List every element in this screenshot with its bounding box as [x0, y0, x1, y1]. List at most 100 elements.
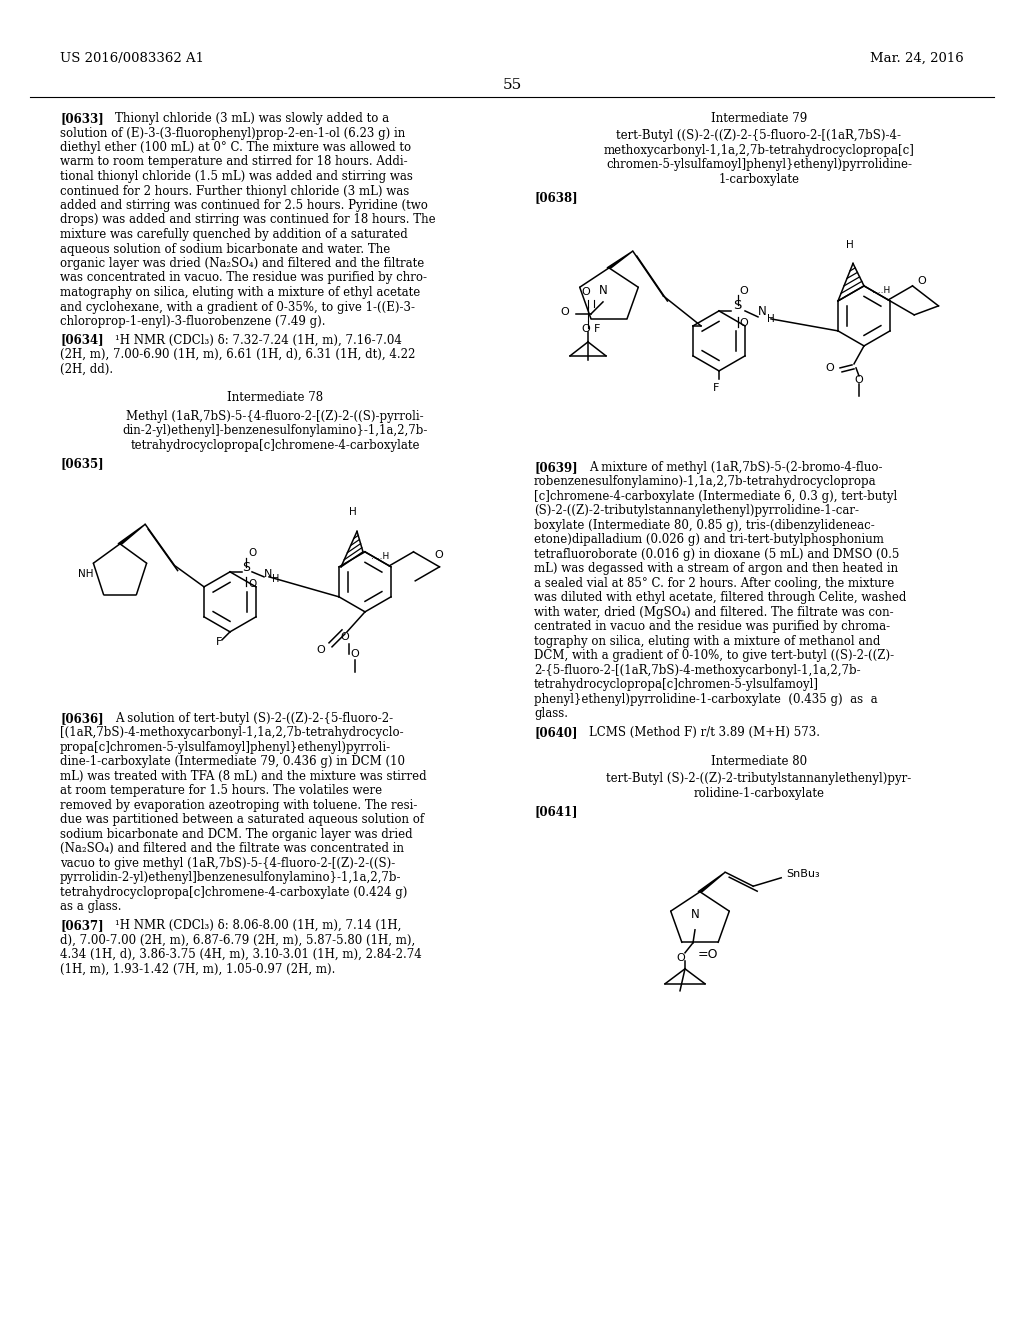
Text: sodium bicarbonate and DCM. The organic layer was dried: sodium bicarbonate and DCM. The organic … [60, 828, 413, 841]
Text: [0636]: [0636] [60, 711, 103, 725]
Text: tert-Butyl ((S)-2-((Z)-2-{5-fluoro-2-[(1aR,7bS)-4-: tert-Butyl ((S)-2-((Z)-2-{5-fluoro-2-[(1… [616, 129, 901, 143]
Text: O: O [855, 375, 863, 385]
Text: 4.34 (1H, d), 3.86-3.75 (4H, m), 3.10-3.01 (1H, m), 2.84-2.74: 4.34 (1H, d), 3.86-3.75 (4H, m), 3.10-3.… [60, 948, 422, 961]
Text: LCMS (Method F) r/t 3.89 (M+H) 573.: LCMS (Method F) r/t 3.89 (M+H) 573. [589, 726, 820, 739]
Text: O: O [918, 276, 927, 286]
Text: (2H, dd).: (2H, dd). [60, 363, 113, 375]
Text: vacuo to give methyl (1aR,7bS)-5-{4-fluoro-2-[(Z)-2-((S)-: vacuo to give methyl (1aR,7bS)-5-{4-fluo… [60, 857, 395, 870]
Text: F: F [216, 636, 222, 647]
Text: SnBu₃: SnBu₃ [786, 869, 820, 879]
Text: ¹H NMR (CDCl₃) δ: 8.06-8.00 (1H, m), 7.14 (1H,: ¹H NMR (CDCl₃) δ: 8.06-8.00 (1H, m), 7.1… [115, 919, 401, 932]
Text: chloroprop-1-enyl)-3-fluorobenzene (7.49 g).: chloroprop-1-enyl)-3-fluorobenzene (7.49… [60, 315, 326, 327]
Text: N: N [599, 284, 607, 297]
Text: tetrahydrocyclopropa[c]chromene-4-carboxylate (0.424 g): tetrahydrocyclopropa[c]chromene-4-carbox… [60, 886, 408, 899]
Text: F: F [594, 323, 600, 334]
Text: [0633]: [0633] [60, 112, 103, 125]
Text: [0634]: [0634] [60, 334, 103, 346]
Text: [0635]: [0635] [60, 457, 103, 470]
Text: as a glass.: as a glass. [60, 900, 122, 913]
Text: tional thionyl chloride (1.5 mL) was added and stirring was: tional thionyl chloride (1.5 mL) was add… [60, 170, 413, 183]
Text: O: O [739, 286, 748, 296]
Text: phenyl}ethenyl)pyrrolidine-1-carboxylate  (0.435 g)  as  a: phenyl}ethenyl)pyrrolidine-1-carboxylate… [534, 693, 878, 706]
Text: H: H [846, 240, 854, 251]
Text: [0641]: [0641] [534, 805, 578, 818]
Text: solution of (E)-3-(3-fluorophenyl)prop-2-en-1-ol (6.23 g) in: solution of (E)-3-(3-fluorophenyl)prop-2… [60, 127, 406, 140]
Text: removed by evaporation azeotroping with toluene. The resi-: removed by evaporation azeotroping with … [60, 799, 418, 812]
Text: N: N [690, 908, 699, 921]
Text: warm to room temperature and stirred for 18 hours. Addi-: warm to room temperature and stirred for… [60, 156, 408, 169]
Text: O: O [248, 548, 256, 558]
Text: A solution of tert-butyl (S)-2-((Z)-2-{5-fluoro-2-: A solution of tert-butyl (S)-2-((Z)-2-{5… [115, 711, 393, 725]
Text: drops) was added and stirring was continued for 18 hours. The: drops) was added and stirring was contin… [60, 214, 435, 227]
Text: and cyclohexane, with a gradient of 0-35%, to give 1-((E)-3-: and cyclohexane, with a gradient of 0-35… [60, 301, 415, 314]
Text: din-2-yl)ethenyl]-benzenesulfonylamino}-1,1a,2,7b-: din-2-yl)ethenyl]-benzenesulfonylamino}-… [122, 424, 428, 437]
Text: propa[c]chromen-5-ylsulfamoyl]phenyl}ethenyl)pyrroli-: propa[c]chromen-5-ylsulfamoyl]phenyl}eth… [60, 741, 391, 754]
Text: O: O [350, 649, 358, 659]
Text: O: O [340, 632, 349, 642]
Text: [c]chromene-4-carboxylate (Intermediate 6, 0.3 g), tert-butyl: [c]chromene-4-carboxylate (Intermediate … [534, 490, 897, 503]
Polygon shape [118, 524, 145, 544]
Text: NH: NH [78, 569, 93, 579]
Text: S: S [242, 561, 250, 574]
Text: mL) was degassed with a stream of argon and then heated in: mL) was degassed with a stream of argon … [534, 562, 898, 576]
Text: Thionyl chloride (3 mL) was slowly added to a: Thionyl chloride (3 mL) was slowly added… [115, 112, 389, 125]
Text: O: O [825, 363, 834, 372]
Polygon shape [698, 873, 725, 892]
Text: ¹H NMR (CDCl₃) δ: 7.32-7.24 (1H, m), 7.16-7.04: ¹H NMR (CDCl₃) δ: 7.32-7.24 (1H, m), 7.1… [115, 334, 401, 346]
Text: Mar. 24, 2016: Mar. 24, 2016 [870, 51, 964, 65]
Text: O: O [316, 645, 325, 655]
Text: O: O [582, 323, 591, 334]
Text: matography on silica, eluting with a mixture of ethyl acetate: matography on silica, eluting with a mix… [60, 286, 420, 300]
Text: O: O [739, 318, 748, 327]
Text: [0639]: [0639] [534, 461, 578, 474]
Text: robenzenesulfonylamino)-1,1a,2,7b-tetrahydrocyclopropa: robenzenesulfonylamino)-1,1a,2,7b-tetrah… [534, 475, 877, 488]
Text: organic layer was dried (Na₂SO₄) and filtered and the filtrate: organic layer was dried (Na₂SO₄) and fil… [60, 257, 424, 271]
Text: (S)-2-((Z)-2-tributylstannanylethenyl)pyrrolidine-1-car-: (S)-2-((Z)-2-tributylstannanylethenyl)py… [534, 504, 859, 517]
Text: dine-1-carboxylate (Intermediate 79, 0.436 g) in DCM (10: dine-1-carboxylate (Intermediate 79, 0.4… [60, 755, 406, 768]
Text: pyrrolidin-2-yl)ethenyl]benzenesulfonylamino}-1,1a,2,7b-: pyrrolidin-2-yl)ethenyl]benzenesulfonyla… [60, 871, 401, 884]
Text: methoxycarbonyl-1,1a,2,7b-tetrahydrocyclopropa[c]: methoxycarbonyl-1,1a,2,7b-tetrahydrocycl… [603, 144, 914, 157]
Text: centrated in vacuo and the residue was purified by chroma-: centrated in vacuo and the residue was p… [534, 620, 890, 634]
Text: =O: =O [698, 948, 719, 961]
Text: ....H: ....H [872, 286, 890, 296]
Text: tography on silica, eluting with a mixture of methanol and: tography on silica, eluting with a mixtu… [534, 635, 881, 648]
Text: mL) was treated with TFA (8 mL) and the mixture was stirred: mL) was treated with TFA (8 mL) and the … [60, 770, 427, 783]
Text: H: H [767, 314, 775, 323]
Text: O: O [560, 306, 569, 317]
Text: 2-{5-fluoro-2-[(1aR,7bS)-4-methoxycarbonyl-1,1a,2,7b-: 2-{5-fluoro-2-[(1aR,7bS)-4-methoxycarbon… [534, 664, 860, 677]
Text: Intermediate 80: Intermediate 80 [711, 755, 807, 768]
Text: with water, dried (MgSO₄) and filtered. The filtrate was con-: with water, dried (MgSO₄) and filtered. … [534, 606, 894, 619]
Text: tetrafluoroborate (0.016 g) in dioxane (5 mL) and DMSO (0.5: tetrafluoroborate (0.016 g) in dioxane (… [534, 548, 899, 561]
Text: N: N [758, 305, 767, 318]
Text: N: N [264, 569, 272, 579]
Text: Intermediate 79: Intermediate 79 [711, 112, 807, 125]
Text: tetrahydrocyclopropa[c]chromen-5-ylsulfamoyl]: tetrahydrocyclopropa[c]chromen-5-ylsulfa… [534, 678, 819, 692]
Text: O: O [434, 550, 443, 561]
Text: O: O [248, 579, 256, 589]
Text: H: H [272, 574, 280, 583]
Text: d), 7.00-7.00 (2H, m), 6.87-6.79 (2H, m), 5.87-5.80 (1H, m),: d), 7.00-7.00 (2H, m), 6.87-6.79 (2H, m)… [60, 933, 416, 946]
Text: boxylate (Intermediate 80, 0.85 g), tris-(dibenzylideneac-: boxylate (Intermediate 80, 0.85 g), tris… [534, 519, 874, 532]
Text: was diluted with ethyl acetate, filtered through Celite, washed: was diluted with ethyl acetate, filtered… [534, 591, 906, 605]
Text: glass.: glass. [534, 708, 568, 721]
Text: (Na₂SO₄) and filtered and the filtrate was concentrated in: (Na₂SO₄) and filtered and the filtrate w… [60, 842, 404, 855]
Text: tert-Butyl (S)-2-((Z)-2-tributylstannanylethenyl)pyr-: tert-Butyl (S)-2-((Z)-2-tributylstannany… [606, 772, 911, 785]
Text: F: F [713, 383, 719, 393]
Text: tetrahydrocyclopropa[c]chromene-4-carboxylate: tetrahydrocyclopropa[c]chromene-4-carbox… [130, 438, 420, 451]
Text: [(1aR,7bS)-4-methoxycarbonyl-1,1a,2,7b-tetrahydrocyclo-: [(1aR,7bS)-4-methoxycarbonyl-1,1a,2,7b-t… [60, 726, 403, 739]
Text: chromen-5-ylsulfamoyl]phenyl}ethenyl)pyrrolidine-: chromen-5-ylsulfamoyl]phenyl}ethenyl)pyr… [606, 158, 912, 172]
Text: at room temperature for 1.5 hours. The volatiles were: at room temperature for 1.5 hours. The v… [60, 784, 382, 797]
Text: [0640]: [0640] [534, 726, 578, 739]
Text: (2H, m), 7.00-6.90 (1H, m), 6.61 (1H, d), 6.31 (1H, dt), 4.22: (2H, m), 7.00-6.90 (1H, m), 6.61 (1H, d)… [60, 348, 416, 360]
Text: Methyl (1aR,7bS)-5-{4-fluoro-2-[(Z)-2-((S)-pyrroli-: Methyl (1aR,7bS)-5-{4-fluoro-2-[(Z)-2-((… [126, 409, 424, 422]
Text: Intermediate 78: Intermediate 78 [227, 391, 323, 404]
Text: 1-carboxylate: 1-carboxylate [719, 173, 800, 186]
Text: due was partitioned between a saturated aqueous solution of: due was partitioned between a saturated … [60, 813, 424, 826]
Text: ....H: ....H [371, 552, 389, 561]
Text: aqueous solution of sodium bicarbonate and water. The: aqueous solution of sodium bicarbonate a… [60, 243, 390, 256]
Text: A mixture of methyl (1aR,7bS)-5-(2-bromo-4-fluo-: A mixture of methyl (1aR,7bS)-5-(2-bromo… [589, 461, 883, 474]
Text: continued for 2 hours. Further thionyl chloride (3 mL) was: continued for 2 hours. Further thionyl c… [60, 185, 410, 198]
Text: (1H, m), 1.93-1.42 (7H, m), 1.05-0.97 (2H, m).: (1H, m), 1.93-1.42 (7H, m), 1.05-0.97 (2… [60, 962, 336, 975]
Text: [0637]: [0637] [60, 919, 103, 932]
Text: O: O [582, 286, 591, 297]
